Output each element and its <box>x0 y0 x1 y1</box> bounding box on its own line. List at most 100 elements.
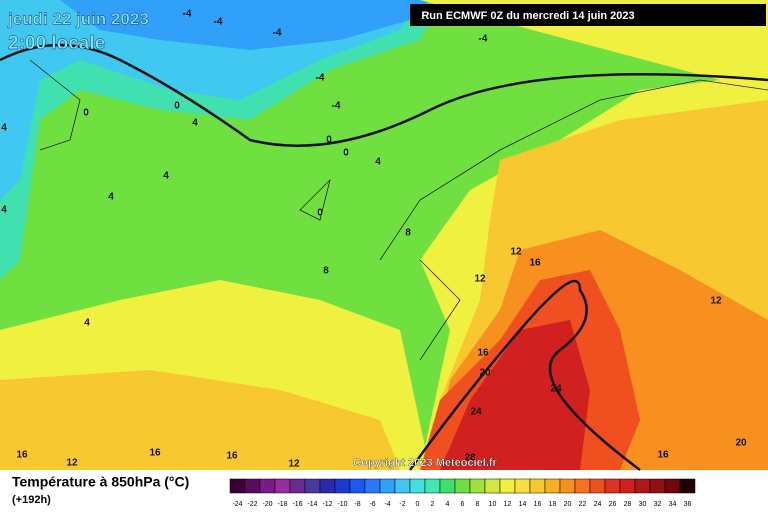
contour-label: 16 <box>16 450 28 461</box>
scale-swatch <box>514 478 531 494</box>
scale-label: 4 <box>446 501 450 508</box>
contour-label: 12 <box>474 274 486 285</box>
scale-swatch <box>319 478 336 494</box>
contour-label: 4 <box>375 157 381 168</box>
scale-label: -6 <box>369 501 375 508</box>
legend-subtitle: (+192h) <box>12 494 51 506</box>
scale-label: -18 <box>277 501 287 508</box>
scale-label: -12 <box>322 501 332 508</box>
scale-label: -10 <box>337 501 347 508</box>
scale-swatch <box>349 478 366 494</box>
scale-swatch <box>364 478 381 494</box>
contour-label: 16 <box>477 348 489 359</box>
scale-swatch <box>244 478 261 494</box>
band <box>60 0 430 50</box>
scale-label: 10 <box>489 501 497 508</box>
contour-label: -4 <box>332 101 341 112</box>
contour-label: 4 <box>1 123 7 134</box>
scale-label: 26 <box>609 501 617 508</box>
contour-label: 28 <box>464 453 476 464</box>
contour-label: 4 <box>108 192 114 203</box>
contour-label: 0 <box>343 148 349 159</box>
scale-label: -22 <box>247 501 257 508</box>
scale-swatch <box>529 478 546 494</box>
contour-label: 16 <box>226 451 238 462</box>
scale-swatch <box>589 478 606 494</box>
contour-label: 24 <box>550 384 562 395</box>
scale-swatch <box>499 478 516 494</box>
contour-label: 0 <box>83 108 89 119</box>
scale-swatch <box>604 478 621 494</box>
scale-label: 30 <box>639 501 647 508</box>
scale-swatch <box>424 478 441 494</box>
scale-swatch <box>454 478 471 494</box>
scale-label: 0 <box>416 501 420 508</box>
contour <box>0 43 768 147</box>
contour-label: 4 <box>84 318 90 329</box>
scale-swatch <box>274 478 291 494</box>
contour-label: -4 <box>273 28 282 39</box>
scale-label: -24 <box>232 501 242 508</box>
scale-swatch <box>379 478 396 494</box>
scale-label: 6 <box>461 501 465 508</box>
contour-label: 16 <box>149 448 161 459</box>
scale-label: 2 <box>431 501 435 508</box>
scale-label: 18 <box>549 501 557 508</box>
contour <box>408 279 641 471</box>
contour-label: 4 <box>163 171 169 182</box>
scale-label: -2 <box>399 501 405 508</box>
scale-swatch <box>334 478 351 494</box>
run-box <box>410 4 766 26</box>
scale-swatch <box>544 478 561 494</box>
scale-label: 20 <box>564 501 572 508</box>
scale-label: 32 <box>654 501 662 508</box>
contour-label: 12 <box>710 296 722 307</box>
contour-label: 24 <box>470 407 482 418</box>
scale-label: 34 <box>669 501 677 508</box>
scale-label: 24 <box>594 501 602 508</box>
scale-swatch <box>559 478 576 494</box>
scale-swatch <box>304 478 321 494</box>
scale-swatch <box>574 478 591 494</box>
coastline <box>29 59 768 361</box>
contour-label: 12 <box>66 458 78 469</box>
scale-label: -16 <box>292 501 302 508</box>
scale-label: 12 <box>504 501 512 508</box>
scale-label: -20 <box>262 501 272 508</box>
contour-label: 4 <box>1 205 7 216</box>
scale-label: 36 <box>684 501 692 508</box>
band <box>0 0 420 200</box>
scale-label: -8 <box>354 501 360 508</box>
scale-label: 28 <box>624 501 632 508</box>
scale-swatch <box>229 478 246 494</box>
run-text: Run ECMWF 0Z du mercredi 14 juin 2023 <box>421 10 634 22</box>
scale-swatch <box>649 478 666 494</box>
contour-label: -4 <box>479 34 488 45</box>
scale-label: 8 <box>476 501 480 508</box>
contour-label: 16 <box>529 258 541 269</box>
scale-label: 16 <box>534 501 542 508</box>
legend-title: Température à 850hPa (°C) <box>12 474 189 490</box>
contour-label: 16 <box>657 450 669 461</box>
contour-label: -4 <box>183 9 192 20</box>
scale-swatch <box>394 478 411 494</box>
scale-swatch <box>679 478 696 494</box>
scale-swatch <box>439 478 456 494</box>
scale-swatch <box>259 478 276 494</box>
contour-label: 4 <box>192 118 198 129</box>
contour-label: 0 <box>174 101 180 112</box>
scale-label: 22 <box>579 501 587 508</box>
contour-label: 20 <box>479 368 491 379</box>
contour-label: 0 <box>326 135 332 146</box>
scale-label: 14 <box>519 501 527 508</box>
contour-label: 8 <box>405 228 411 239</box>
contour-label: 0 <box>317 208 323 219</box>
scale-swatch <box>619 478 636 494</box>
scale-swatch <box>664 478 681 494</box>
band <box>0 370 400 470</box>
scale-swatch <box>484 478 501 494</box>
time: 2:00 locale <box>8 33 105 54</box>
contour-label: -4 <box>316 73 325 84</box>
scale-swatch <box>469 478 486 494</box>
